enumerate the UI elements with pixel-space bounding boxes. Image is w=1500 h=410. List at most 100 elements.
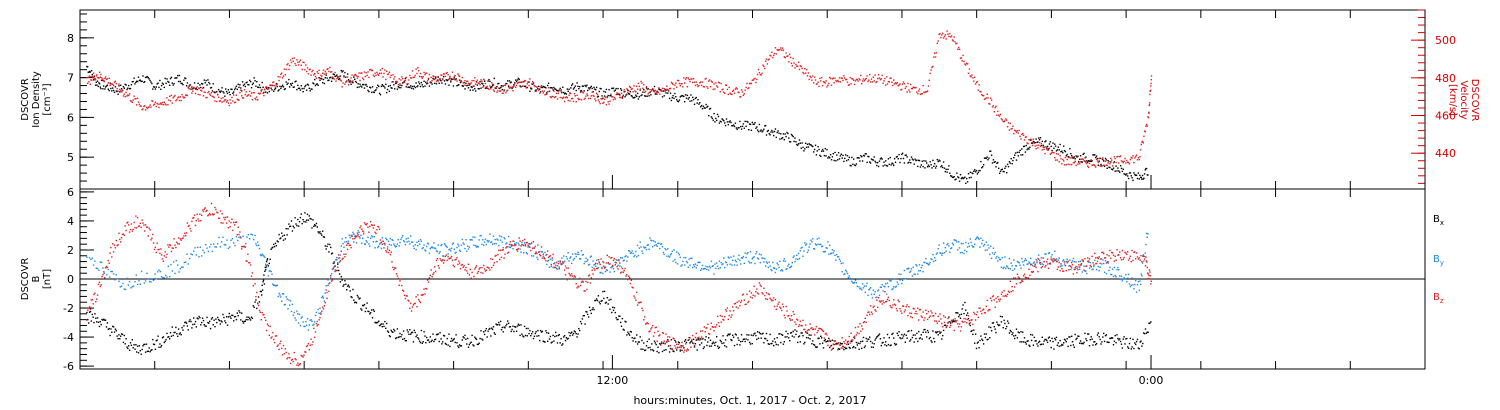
data-point xyxy=(830,84,833,86)
data-point xyxy=(330,277,332,279)
data-point xyxy=(167,104,169,106)
data-point xyxy=(886,282,889,284)
data-point xyxy=(341,86,343,88)
data-point xyxy=(529,329,531,332)
data-point xyxy=(1048,147,1051,149)
data-point xyxy=(695,267,697,269)
data-point xyxy=(945,250,947,252)
data-point xyxy=(154,101,157,103)
data-point xyxy=(704,78,706,80)
data-point xyxy=(433,340,435,343)
data-point xyxy=(820,335,822,337)
data-point xyxy=(208,322,210,324)
data-point xyxy=(646,95,648,97)
data-point xyxy=(650,239,652,241)
data-point xyxy=(388,243,391,246)
data-point xyxy=(223,316,225,319)
data-point xyxy=(1099,157,1101,159)
data-point xyxy=(163,86,165,89)
data-point xyxy=(1031,334,1034,336)
data-point xyxy=(173,331,175,334)
data-point xyxy=(958,315,960,318)
data-point xyxy=(722,263,724,265)
data-point xyxy=(231,238,234,240)
data-point xyxy=(787,333,789,335)
data-point xyxy=(490,88,492,90)
data-point xyxy=(595,100,597,102)
data-point xyxy=(170,263,172,266)
data-point xyxy=(225,90,228,93)
data-point xyxy=(263,91,265,94)
data-point xyxy=(434,247,436,249)
data-point xyxy=(1079,161,1082,163)
data-point xyxy=(1118,162,1120,164)
data-point xyxy=(817,81,819,83)
data-point xyxy=(372,241,375,243)
data-point xyxy=(558,266,560,268)
data-point xyxy=(1072,257,1075,260)
data-point xyxy=(934,52,936,54)
data-point xyxy=(692,81,694,84)
data-point xyxy=(626,334,628,336)
data-point xyxy=(656,90,658,92)
data-point xyxy=(112,273,115,275)
data-point xyxy=(135,98,137,100)
data-point xyxy=(1073,346,1075,348)
data-point xyxy=(780,47,782,49)
data-point xyxy=(544,94,546,96)
data-point xyxy=(266,88,269,91)
data-point xyxy=(1087,333,1090,335)
data-point xyxy=(974,83,977,85)
data-point xyxy=(784,260,786,262)
data-point xyxy=(1124,157,1126,160)
data-point xyxy=(707,87,709,89)
data-point xyxy=(953,239,955,241)
data-point xyxy=(667,248,669,250)
data-point xyxy=(405,76,407,79)
data-point xyxy=(685,260,688,263)
data-point xyxy=(1141,140,1144,143)
data-point xyxy=(467,84,469,87)
data-point xyxy=(165,274,167,277)
data-point xyxy=(529,78,531,80)
data-point xyxy=(520,81,522,83)
data-point xyxy=(928,263,930,265)
data-point xyxy=(955,239,957,241)
data-point xyxy=(1030,139,1032,141)
data-point xyxy=(102,79,105,82)
data-point xyxy=(647,244,649,246)
data-point xyxy=(333,78,335,80)
data-point xyxy=(491,243,494,245)
data-point xyxy=(1005,327,1007,330)
data-point xyxy=(419,341,422,344)
data-point xyxy=(483,80,486,82)
data-point xyxy=(257,241,259,243)
data-point xyxy=(1108,166,1110,168)
data-point xyxy=(1038,341,1040,344)
data-point xyxy=(478,342,480,344)
data-point xyxy=(90,79,92,81)
data-point xyxy=(1054,145,1057,147)
data-point xyxy=(592,307,594,309)
data-point xyxy=(937,160,939,163)
data-point xyxy=(356,77,359,79)
data-point xyxy=(770,269,772,271)
data-point xyxy=(555,268,558,270)
data-point xyxy=(722,335,724,337)
data-point xyxy=(847,276,850,279)
data-point xyxy=(281,293,284,295)
data-point xyxy=(515,79,517,81)
data-point xyxy=(808,78,810,81)
data-point xyxy=(942,329,945,332)
data-point xyxy=(278,79,280,82)
data-point xyxy=(995,257,997,259)
data-point xyxy=(178,74,181,77)
data-point xyxy=(206,316,208,319)
data-point xyxy=(1004,322,1006,325)
data-point xyxy=(407,237,409,239)
data-point xyxy=(876,336,878,338)
data-point xyxy=(659,343,661,345)
data-point xyxy=(822,251,825,253)
data-point xyxy=(160,276,163,278)
data-point xyxy=(425,250,427,252)
